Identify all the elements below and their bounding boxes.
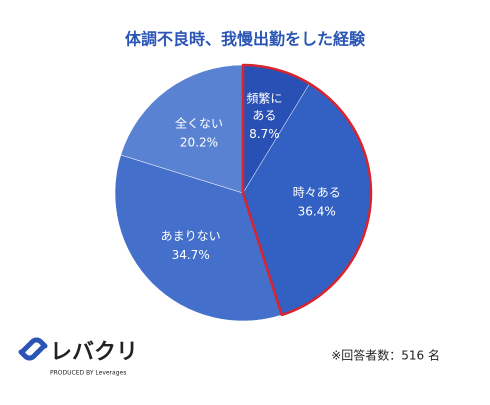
logo-name: レバクリ: [50, 340, 138, 365]
category-label: 時々ある: [293, 185, 341, 199]
value-label: 20.2%: [180, 136, 218, 150]
highlight-outline: [241, 63, 373, 317]
pie-slice: [120, 64, 244, 194]
logo-tagline: PRODUCED BY Leverages: [50, 370, 126, 377]
value-label: 34.7%: [172, 248, 210, 262]
value-label: 36.4%: [298, 204, 336, 218]
value-label: 8.7%: [249, 127, 280, 141]
chart-title: 体調不良時、我慢出勤をした経験: [125, 30, 366, 49]
note: ※回答者数：516 名: [331, 348, 440, 363]
category-label: あまりない: [161, 229, 221, 243]
logo-icon: [18, 337, 48, 361]
category-label: 全くない: [175, 116, 223, 131]
category-label: 頻繁にある: [246, 90, 282, 122]
pie-slice: [114, 154, 283, 322]
